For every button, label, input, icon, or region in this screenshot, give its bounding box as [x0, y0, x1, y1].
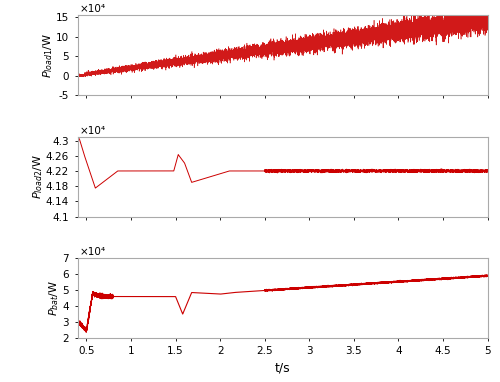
Y-axis label: $P_{load1}$/W: $P_{load1}$/W: [40, 33, 54, 78]
X-axis label: t/s: t/s: [274, 362, 290, 375]
Text: ×10⁴: ×10⁴: [80, 248, 106, 257]
Y-axis label: $P_{load2}$/W: $P_{load2}$/W: [30, 154, 44, 199]
Text: ×10⁴: ×10⁴: [80, 126, 106, 136]
Text: ×10⁴: ×10⁴: [80, 5, 106, 15]
Y-axis label: $P_{bat}$/W: $P_{bat}$/W: [48, 280, 61, 316]
